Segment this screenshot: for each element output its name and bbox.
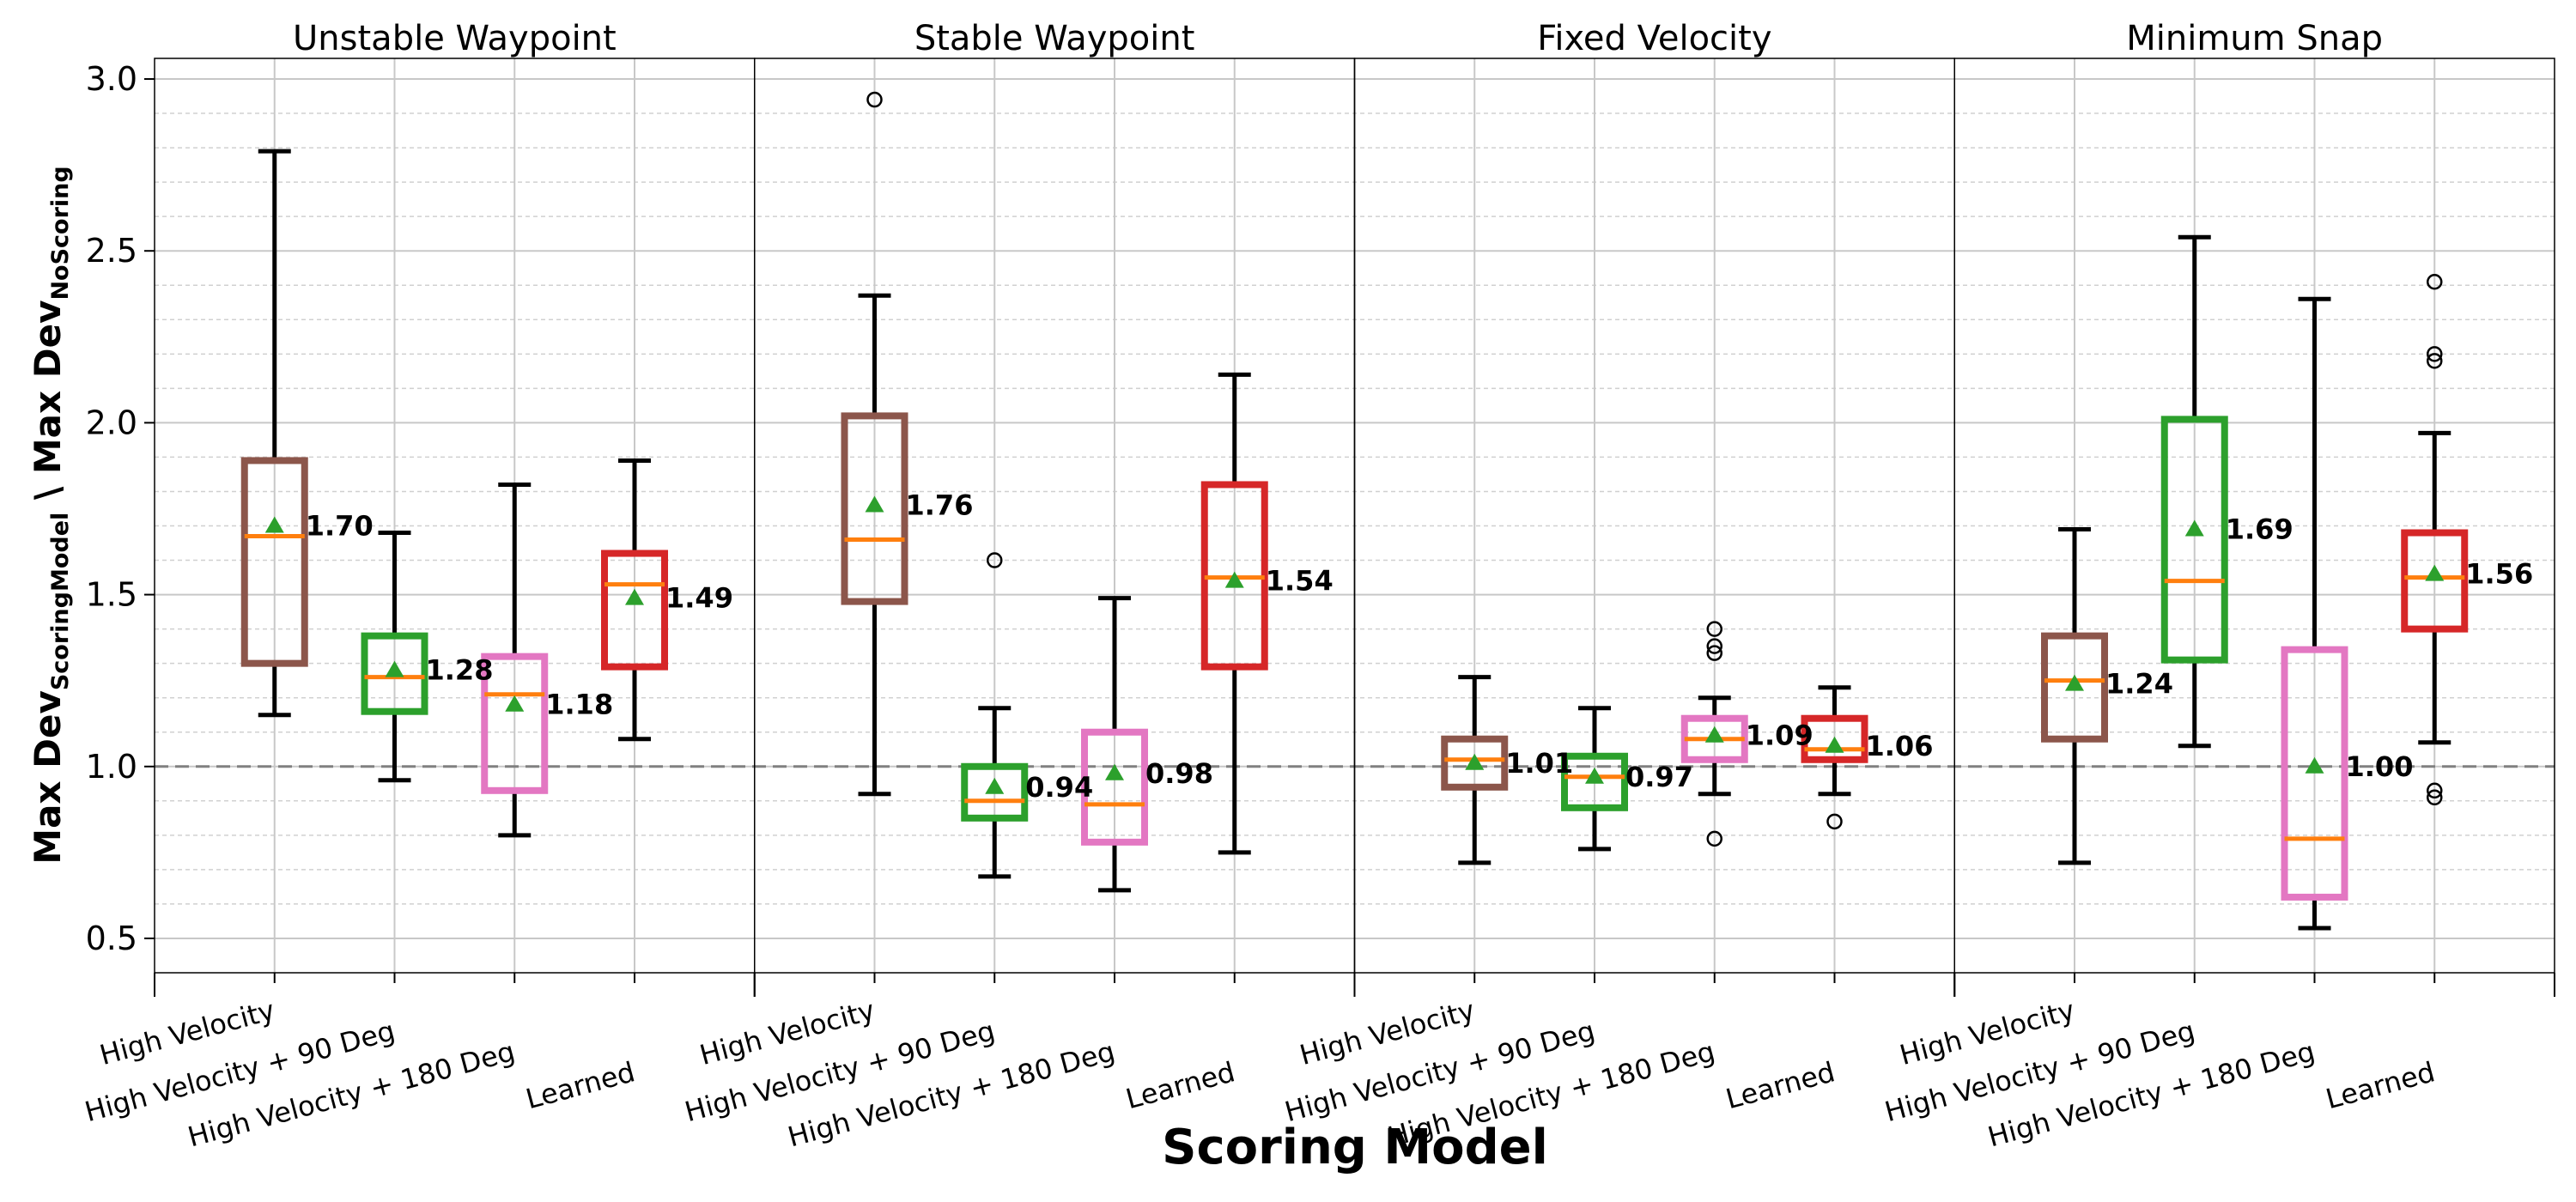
mean-marker	[505, 695, 525, 712]
box-iqr	[1561, 752, 1628, 811]
outlier-point	[2427, 353, 2443, 369]
mean-value-label: 1.24	[2105, 668, 2173, 701]
mean-value-label: 1.06	[1866, 730, 1934, 762]
mean-value-label: 1.56	[2465, 558, 2533, 591]
mean-value-label: 0.94	[1025, 771, 1093, 804]
box-iqr	[961, 762, 1029, 822]
outlier-point	[1706, 645, 1722, 661]
y-tick-label: 2.5	[86, 232, 137, 270]
panel-title: Minimum Snap	[2126, 19, 2383, 58]
mean-marker	[1585, 767, 1604, 784]
outlier-point	[2427, 789, 2443, 806]
mean-value-label: 1.28	[426, 654, 494, 687]
outlier-point	[1706, 638, 1722, 654]
box-iqr	[361, 632, 428, 715]
mean-value-label: 0.97	[1625, 761, 1693, 793]
mean-marker	[985, 777, 1005, 794]
category-label: Learned	[522, 1055, 638, 1115]
mean-marker	[625, 588, 644, 605]
outlier-point	[1706, 830, 1722, 847]
boxes-layer	[240, 91, 2469, 931]
y-tick-label: 3.0	[86, 60, 137, 98]
mean-value-label: 1.00	[2346, 750, 2414, 783]
box-iqr	[2401, 529, 2469, 633]
box-iqr	[1081, 728, 1148, 846]
box-iqr	[2041, 632, 2108, 743]
mean-marker	[1825, 736, 1844, 753]
panel-title: Unstable Waypoint	[293, 19, 617, 58]
mean-marker	[2425, 564, 2445, 581]
box-iqr	[240, 457, 308, 667]
category-label: Learned	[1722, 1055, 1838, 1115]
mean-value-label: 1.01	[1505, 747, 1573, 780]
box-iqr	[481, 653, 549, 794]
y-tick-label: 1.0	[86, 748, 137, 786]
panel-title: Stable Waypoint	[914, 19, 1195, 58]
axes-frame	[144, 58, 2555, 997]
outlier-point	[1826, 813, 1843, 830]
mean-value-label: 1.70	[306, 510, 374, 543]
y-axis-label-sub2: NoScoring	[47, 166, 74, 300]
x-axis-label: Scoring Model	[1162, 1120, 1548, 1175]
box-iqr	[1441, 735, 1509, 791]
mean-marker	[2305, 756, 2324, 774]
outlier-point	[2427, 346, 2443, 362]
box-iqr	[2281, 646, 2348, 901]
outlier-point	[2427, 273, 2443, 290]
mean-marker	[264, 516, 284, 533]
mean-value-label: 1.54	[1266, 565, 1334, 598]
panel-frame	[1953, 58, 2555, 974]
box-iqr	[2160, 416, 2228, 664]
mean-value-label: 1.49	[665, 582, 733, 615]
category-label: Learned	[2323, 1055, 2439, 1115]
box-iqr	[1801, 714, 1868, 763]
mean-value-label: 1.09	[1746, 719, 1814, 752]
box-iqr	[601, 549, 668, 671]
y-tick-label: 1.5	[86, 576, 137, 614]
y-axis-label: Max DevScoringModel \ Max DevNoScoring	[27, 166, 74, 864]
mean-marker	[1704, 725, 1724, 743]
y-axis-label-main2: Max Dev	[27, 300, 69, 475]
mean-marker	[1465, 753, 1485, 770]
category-label: Learned	[1122, 1055, 1238, 1115]
y-axis-label-main: Max Dev	[27, 690, 69, 865]
y-axis-label-sep: \	[27, 474, 69, 513]
y-tick-label: 2.0	[86, 404, 137, 441]
outlier-point	[1706, 621, 1722, 637]
mean-marker	[2184, 519, 2204, 537]
y-axis-label-sub1: ScoringModel	[47, 513, 74, 690]
mean-marker	[1105, 763, 1124, 780]
mean-marker	[1224, 571, 1244, 588]
outlier-point	[987, 552, 1003, 568]
mean-marker	[385, 660, 404, 677]
outlier-point	[866, 91, 883, 108]
mean-value-label: 1.18	[545, 689, 613, 721]
box-iqr	[841, 412, 908, 605]
mean-marker	[2065, 674, 2084, 691]
outlier-point	[2427, 782, 2443, 799]
mean-value-label: 1.76	[906, 489, 974, 521]
mean-marker	[865, 495, 884, 513]
mean-value-label: 1.69	[2226, 513, 2293, 546]
panel-title: Fixed Velocity	[1537, 19, 1771, 58]
mean-value-label: 0.98	[1145, 757, 1213, 790]
y-tick-label: 0.5	[86, 920, 137, 957]
